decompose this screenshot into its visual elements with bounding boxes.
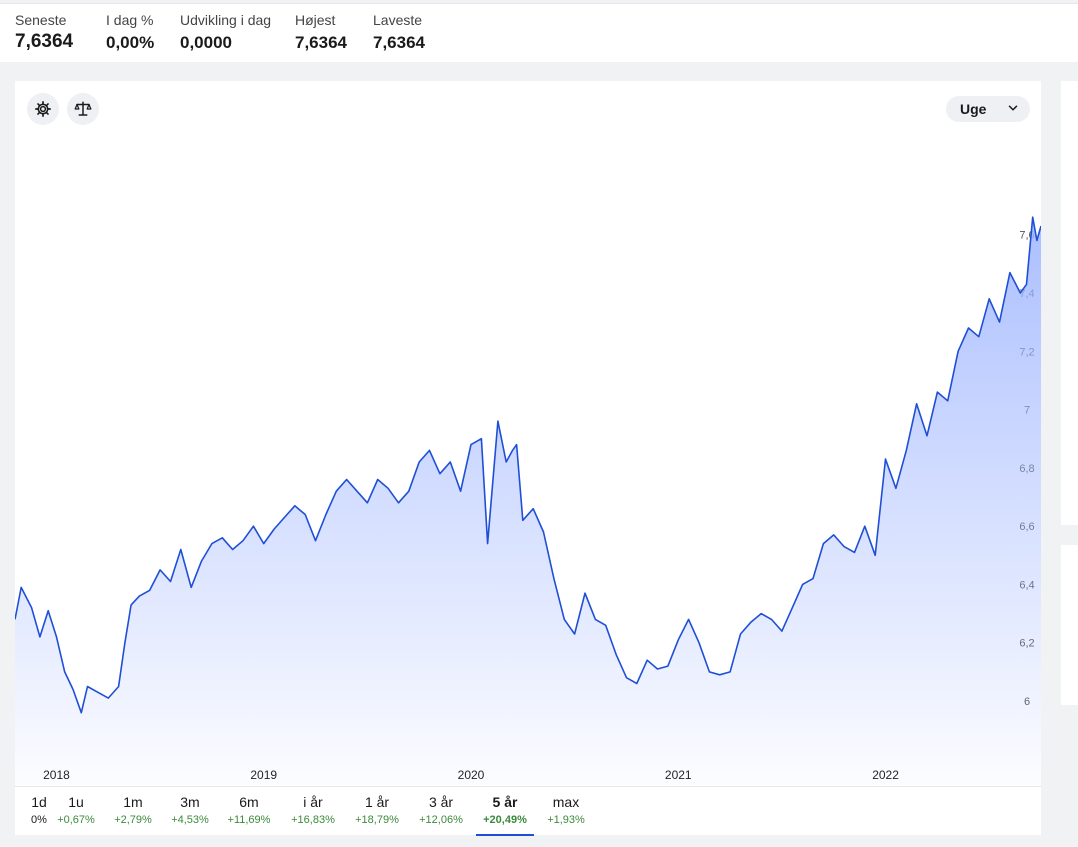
stat-today-pct: I dag % 0,00% bbox=[106, 12, 154, 53]
period-tab-3m[interactable]: 3m +4,53% bbox=[167, 794, 213, 826]
stat-high: Højest 7,6364 bbox=[295, 12, 347, 53]
gear-icon bbox=[35, 101, 51, 117]
stat-today-change: Udvikling i dag 0,0000 bbox=[180, 12, 271, 53]
chart-card: 66,26,46,66,877,27,47,6 2018201920202021… bbox=[15, 81, 1041, 836]
price-chart[interactable]: 66,26,46,66,877,27,47,6 2018201920202021… bbox=[15, 81, 1041, 786]
period-tab-1m[interactable]: 1m +2,79% bbox=[111, 794, 155, 826]
scale-icon bbox=[74, 101, 92, 116]
period-change: +11,69% bbox=[227, 814, 271, 826]
period-change: +4,53% bbox=[171, 814, 209, 826]
side-panel-secondary bbox=[1061, 545, 1078, 705]
interval-select[interactable]: Uge bbox=[946, 96, 1030, 122]
period-label: max bbox=[552, 794, 580, 810]
period-label: 1 år bbox=[364, 794, 390, 810]
period-change: +18,79% bbox=[355, 814, 399, 826]
stat-latest-value: 7,6364 bbox=[15, 31, 74, 52]
period-tab-6m[interactable]: 6m +11,69% bbox=[223, 794, 275, 826]
period-tab-3y[interactable]: 3 år +12,06% bbox=[415, 794, 467, 826]
price-area bbox=[15, 217, 1041, 786]
stat-today-pct-label: I dag % bbox=[106, 12, 154, 28]
period-change: +20,49% bbox=[483, 814, 527, 826]
price-line bbox=[15, 216, 1041, 714]
period-change: 0% bbox=[31, 814, 47, 826]
stat-latest: Seneste 7,6364 bbox=[15, 12, 73, 53]
period-tab-5y[interactable]: 5 år +20,49% bbox=[476, 794, 534, 836]
quote-stats-bar: Seneste 7,6364 I dag % 0,00% Udvikling i… bbox=[0, 3, 1078, 62]
chart-settings-button[interactable] bbox=[27, 93, 59, 125]
stat-today-change-value: 0,0000 bbox=[180, 33, 232, 52]
period-label: 3 år bbox=[428, 794, 454, 810]
stat-low-value: 7,6364 bbox=[373, 33, 425, 52]
period-change: +16,83% bbox=[291, 814, 335, 826]
chevron-down-icon bbox=[1008, 105, 1018, 111]
side-panel bbox=[1061, 81, 1078, 525]
interval-select-label: Uge bbox=[960, 101, 987, 117]
stat-today-pct-value: 0,00% bbox=[106, 33, 155, 52]
period-selector: 1d 0% 1u +0,67% 1m +2,79% 3m +4,53% 6m +… bbox=[15, 786, 1041, 836]
period-change: +12,06% bbox=[419, 814, 463, 826]
stat-today-change-label: Udvikling i dag bbox=[180, 12, 272, 28]
stat-high-value: 7,6364 bbox=[295, 33, 347, 52]
period-label: 5 år bbox=[492, 794, 518, 810]
period-label: 1m bbox=[123, 794, 143, 810]
period-label: i år bbox=[303, 794, 323, 810]
period-label: 1d bbox=[31, 794, 47, 810]
period-change: +1,93% bbox=[547, 814, 585, 826]
period-label: 6m bbox=[239, 794, 259, 810]
stat-low: Laveste 7,6364 bbox=[373, 12, 425, 53]
period-tab-max[interactable]: max +1,93% bbox=[543, 794, 589, 826]
compare-button[interactable] bbox=[67, 93, 99, 125]
stat-high-label: Højest bbox=[295, 12, 336, 28]
period-change: +0,67% bbox=[57, 814, 95, 826]
period-tab-1u[interactable]: 1u +0,67% bbox=[55, 794, 97, 826]
period-label: 3m bbox=[180, 794, 200, 810]
period-tab-1y[interactable]: 1 år +18,79% bbox=[351, 794, 403, 826]
period-label: 1u bbox=[68, 794, 84, 810]
stat-low-label: Laveste bbox=[373, 12, 423, 28]
period-tab-ytd[interactable]: i år +16,83% bbox=[287, 794, 339, 826]
stat-latest-label: Seneste bbox=[15, 12, 67, 28]
period-tab-1d[interactable]: 1d 0% bbox=[23, 794, 55, 826]
period-change: +2,79% bbox=[114, 814, 152, 826]
